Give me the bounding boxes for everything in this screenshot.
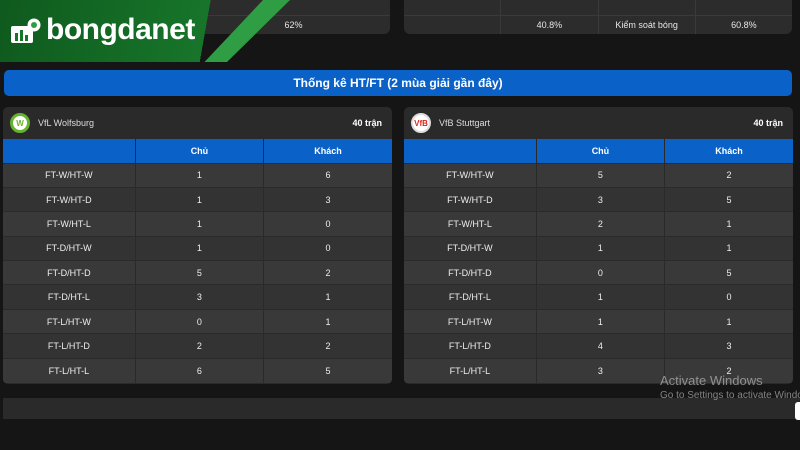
cell-away: 6 <box>263 162 392 188</box>
cell-label: FT-L/HT-W <box>404 308 537 334</box>
cell-home: 5 <box>134 260 264 285</box>
match-count: 40 trận <box>753 118 783 128</box>
cell-away: 1 <box>263 284 392 310</box>
htft-table: Chủ Khách FT-W/HT-W 5 2 FT-W/HT-D 3 5 FT-W/HT-L… <box>404 139 793 383</box>
cell-away: 0 <box>263 235 392 261</box>
cell-away: 5 <box>664 186 793 212</box>
cell-away: 5 <box>263 357 392 383</box>
cell-home: 2 <box>134 333 264 359</box>
table-row: FT-W/HT-L 1 0 <box>3 211 392 237</box>
cell-label: FT-D/HT-W <box>404 235 537 261</box>
table-row: FT-W/HT-D 1 3 <box>3 186 392 212</box>
cell-label: FT-W/HT-L <box>3 211 136 237</box>
cell-away: 0 <box>263 211 392 237</box>
cell-label: FT-L/HT-L <box>3 357 136 383</box>
cell-home: 1 <box>134 186 264 212</box>
table-row: FT-D/HT-W 1 1 <box>404 235 793 261</box>
stat-away: 60.8% <box>694 16 792 34</box>
table-row: FT-L/HT-L 3 2 <box>404 357 793 383</box>
cell-label: FT-L/HT-W <box>3 308 136 334</box>
col-home: Chủ <box>535 139 665 163</box>
cell-away: 2 <box>263 260 392 285</box>
table-row: FT-L/HT-L 6 5 <box>3 357 392 383</box>
cell-home: 1 <box>134 211 264 237</box>
table-row: FT-D/HT-L 1 0 <box>404 284 793 310</box>
cell-home: 3 <box>535 357 665 383</box>
cell-label: FT-D/HT-L <box>3 284 136 310</box>
cell-label: FT-D/HT-W <box>3 235 136 261</box>
table-row: FT-L/HT-D 4 3 <box>404 333 793 359</box>
cell-home: 5 <box>535 162 665 188</box>
cell-away: 3 <box>263 186 392 212</box>
table-row: FT-W/HT-W 1 6 <box>3 162 392 188</box>
team-panel-away: VfB VfB Stuttgart 40 trận Chủ Khách FT-W/… <box>404 107 793 384</box>
cell-home: 1 <box>134 162 264 188</box>
cell-home: 4 <box>535 333 665 359</box>
cell-label: FT-W/HT-L <box>404 211 537 237</box>
cell-away: 2 <box>263 333 392 359</box>
cell-label: FT-W/HT-D <box>3 186 136 212</box>
cell-home: 3 <box>535 186 665 212</box>
table-row: FT-D/HT-D 5 2 <box>3 260 392 285</box>
stuttgart-badge-icon: VfB <box>411 113 431 133</box>
cell-label: FT-L/HT-D <box>3 333 136 359</box>
table-row: FT-D/HT-L 3 1 <box>3 284 392 310</box>
logo-chart-ball-icon <box>11 18 41 43</box>
wolfsburg-badge-icon: W <box>10 113 30 133</box>
cell-label: FT-L/HT-L <box>404 357 537 383</box>
cell-away: 1 <box>664 235 793 261</box>
cell-away: 0 <box>664 284 793 310</box>
logo-text: bongdanet <box>46 13 195 46</box>
table-row: FT-W/HT-D 3 5 <box>404 186 793 212</box>
table-row: FT-D/HT-D 0 5 <box>404 260 793 285</box>
cell-away: 1 <box>263 308 392 334</box>
cell-label: FT-W/HT-W <box>3 162 136 188</box>
corner-widget[interactable] <box>795 402 800 420</box>
cell-home: 2 <box>535 211 665 237</box>
col-away: Khách <box>263 139 392 163</box>
watermark-subtitle: Go to Settings to activate Windows. <box>660 390 800 401</box>
cell-home: 1 <box>134 235 264 261</box>
cell-label: FT-W/HT-W <box>404 162 537 188</box>
cell-label: FT-D/HT-D <box>3 260 136 285</box>
cell-home: 6 <box>134 357 264 383</box>
cell-home: 1 <box>535 284 665 310</box>
cell-home: 1 <box>535 308 665 334</box>
match-count: 40 trận <box>352 118 382 128</box>
stat-home: 40.8% <box>500 16 597 34</box>
cell-away: 1 <box>664 308 793 334</box>
table-row: FT-L/HT-W 1 1 <box>404 308 793 334</box>
cell-label: FT-D/HT-D <box>404 260 537 285</box>
team-name: VfL Wolfsburg <box>38 118 95 128</box>
section-title: Thống kê HT/FT (2 mùa giải gần đây) <box>4 70 792 96</box>
cell-away: 2 <box>664 357 793 383</box>
cell-home: 3 <box>134 284 264 310</box>
bottom-bar <box>3 398 800 419</box>
cell-home: 0 <box>134 308 264 334</box>
cell-label: FT-L/HT-D <box>404 333 537 359</box>
cell-label: FT-W/HT-D <box>404 186 537 212</box>
cell-home: 1 <box>535 235 665 261</box>
windows-watermark: Activate Windows Go to Settings to activ… <box>660 373 800 401</box>
table-row: FT-L/HT-D 2 2 <box>3 333 392 359</box>
cell-label: FT-D/HT-L <box>404 284 537 310</box>
table-row: FT-L/HT-W 0 1 <box>3 308 392 334</box>
table-row: FT-D/HT-W 1 0 <box>3 235 392 261</box>
htft-table: Chủ Khách FT-W/HT-W 1 6 FT-W/HT-D 1 3 FT-W/HT-L… <box>3 139 392 383</box>
top-stats-right: 40.8% Kiểm soát bóng 60.8% <box>404 0 792 34</box>
watermark-title: Activate Windows <box>660 373 763 388</box>
cell-home: 0 <box>535 260 665 285</box>
cell-away: 2 <box>664 162 793 188</box>
table-row: FT-W/HT-L 2 1 <box>404 211 793 237</box>
team-name: VfB Stuttgart <box>439 118 491 128</box>
cell-away: 1 <box>664 211 793 237</box>
cell-away: 3 <box>664 333 793 359</box>
table-row: FT-W/HT-W 5 2 <box>404 162 793 188</box>
team-panel-home: W VfL Wolfsburg 40 trận Chủ Khách FT-W/HT… <box>3 107 392 384</box>
cell-away: 5 <box>664 260 793 285</box>
col-home: Chủ <box>134 139 264 163</box>
col-away: Khách <box>664 139 793 163</box>
stat-label: Kiểm soát bóng <box>597 16 695 34</box>
